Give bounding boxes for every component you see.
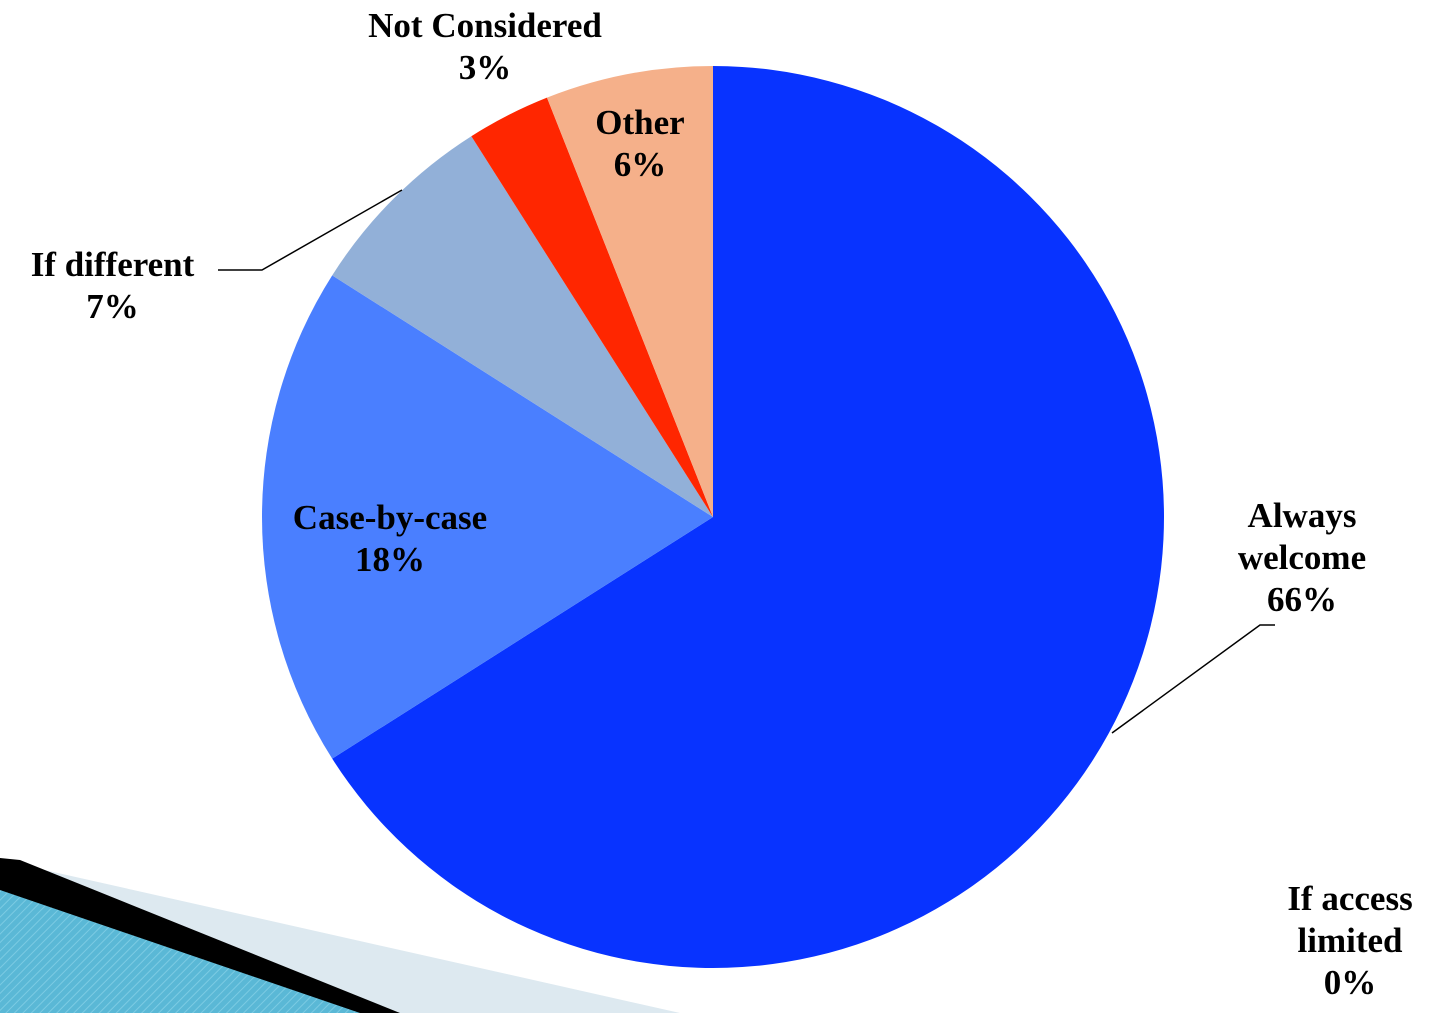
slice-label-line: If different <box>30 245 195 284</box>
leader-line-if-different <box>218 189 403 271</box>
slice-label-line: Case-by-case <box>292 498 488 537</box>
slice-value-label: 18% <box>355 540 425 579</box>
pie-slices <box>261 66 1165 969</box>
leader-lines <box>218 189 1275 734</box>
leader-line-always-welcome <box>1111 624 1275 734</box>
slice-label-line: If access <box>1287 879 1413 918</box>
slice-label-line: Always <box>1247 496 1357 535</box>
pie-slice-case-by-case <box>261 275 713 759</box>
slice-label-line: limited <box>1297 921 1403 960</box>
slice-value-label: 66% <box>1267 580 1337 619</box>
slice-label-not-considered: Not Considered 3% <box>330 5 640 89</box>
slice-label-always-welcome: Always welcome 66% <box>1232 495 1372 621</box>
slice-value-label: 3% <box>458 48 512 87</box>
slice-label-if-different: If different 7% <box>5 244 220 328</box>
slice-label-line: Not Considered <box>368 6 602 45</box>
slice-label-line: Other <box>595 103 685 142</box>
pie-slice-not-considered <box>471 97 713 517</box>
pie-slice-if-different <box>332 136 713 517</box>
slice-value-label: 6% <box>613 145 667 184</box>
accent-dark-band <box>0 858 400 1013</box>
slice-label-line: welcome <box>1237 538 1367 577</box>
slice-value-label: 7% <box>86 287 139 326</box>
pie-slice-other <box>546 66 713 517</box>
pie-slice-always-welcome <box>332 66 1165 969</box>
slice-value-label: 0% <box>1323 963 1377 1002</box>
slice-label-if-access-limited: If access limited 0% <box>1265 878 1429 1004</box>
slice-label-other: Other 6% <box>575 102 705 186</box>
slice-label-case-by-case: Case-by-case 18% <box>265 497 515 581</box>
